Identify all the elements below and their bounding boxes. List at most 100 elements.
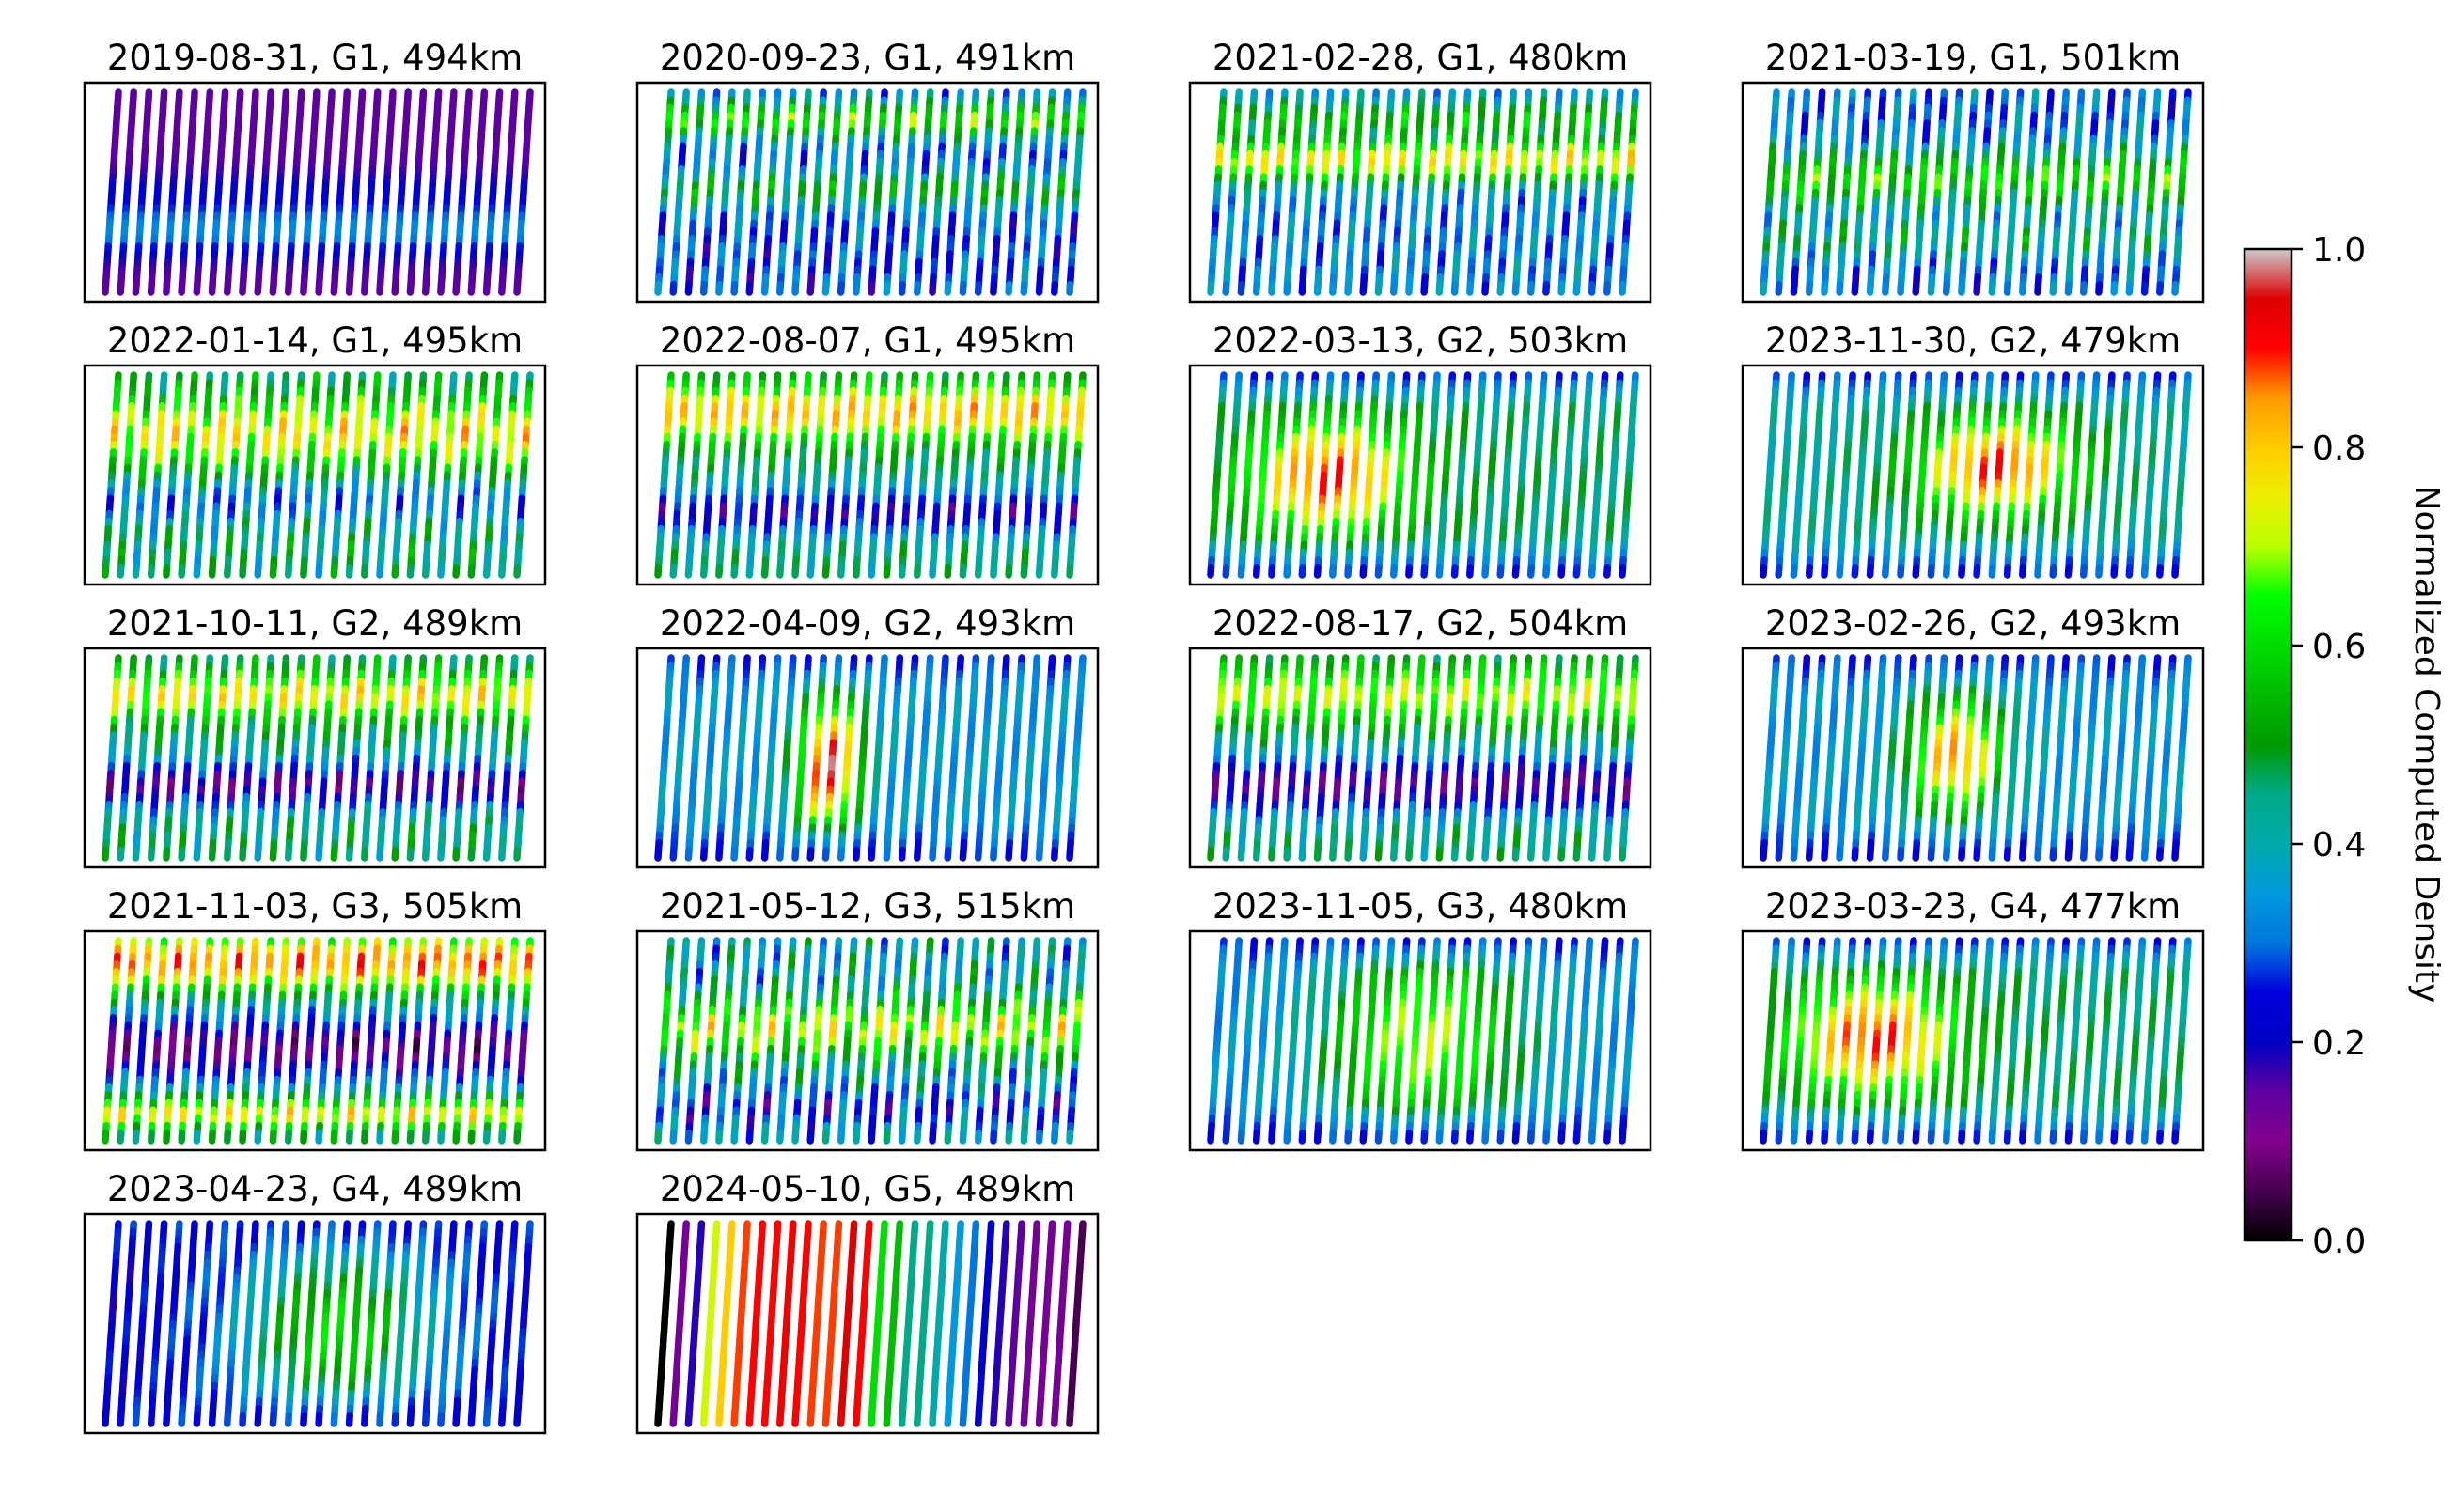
track-segment [929, 281, 937, 296]
track-segment [239, 281, 247, 296]
track-segment [1329, 564, 1338, 579]
track-segment [345, 281, 353, 296]
track-segment [1851, 281, 1859, 296]
track-segment [2140, 281, 2149, 296]
track-segment [745, 281, 754, 296]
track-segment [1821, 281, 1829, 296]
track-segment [132, 281, 140, 296]
track-segment [269, 564, 277, 579]
track-segment [776, 281, 785, 296]
track-segment [1988, 281, 1996, 296]
track-segment [1207, 281, 1215, 296]
track-segment [1973, 281, 1981, 296]
panel-title: 2019-08-31, G1, 494km [107, 38, 523, 78]
track-segment [837, 281, 845, 296]
track-segment [730, 281, 739, 296]
track-segment [1450, 564, 1459, 579]
track-segment [513, 281, 522, 296]
track-segment [1526, 281, 1535, 296]
track-segment [224, 281, 232, 296]
track-segment [315, 281, 323, 296]
panel-title: 2022-03-13, G2, 503km [1212, 320, 1628, 361]
track-segment [898, 564, 906, 579]
track-segment [1496, 281, 1505, 296]
track-segment [883, 564, 891, 579]
track-segment [376, 281, 384, 296]
track-segment [193, 564, 201, 579]
track-segment [376, 564, 384, 579]
track-segment [391, 281, 399, 296]
track-segment [1298, 564, 1306, 579]
track-segment [1237, 281, 1245, 296]
track-segment [1359, 281, 1368, 296]
track-segment [1435, 564, 1444, 579]
track-segment [452, 564, 461, 579]
track-segment [330, 564, 338, 579]
track-segment [1588, 281, 1596, 296]
track-segment [1775, 281, 1783, 296]
track-segment [1222, 564, 1230, 579]
track-segment [745, 564, 754, 579]
track-segment [806, 564, 815, 579]
track-segment [178, 564, 186, 579]
track-segment [1866, 281, 1874, 296]
track-segment [1374, 281, 1383, 296]
track-segment [959, 281, 967, 296]
track-segment [2125, 281, 2134, 296]
track-segment [1882, 281, 1890, 296]
track-segment [330, 281, 338, 296]
track-segment [684, 564, 693, 579]
panel: 2020-09-23, G1, 491km [635, 38, 1100, 304]
track-segment [853, 564, 861, 579]
track-segment [853, 281, 861, 296]
track-segment [1283, 281, 1291, 296]
track-segment [2171, 281, 2180, 296]
track-segment [498, 281, 507, 296]
track-segment [482, 281, 491, 296]
track-segment [1542, 564, 1551, 579]
track-segment [699, 564, 708, 579]
track-segment [1066, 281, 1074, 296]
track-segment [715, 564, 724, 579]
track-segment [2019, 281, 2027, 296]
track-segment [1958, 281, 1966, 296]
track-segment [1237, 564, 1245, 579]
track-segment [837, 564, 845, 579]
track-segment [467, 281, 476, 296]
track-segment [1283, 564, 1291, 579]
track-segment [513, 564, 522, 579]
track-segment [1760, 281, 1768, 296]
track-segment [208, 564, 216, 579]
track-segment [990, 281, 998, 296]
track-segment [117, 281, 125, 296]
track-segment [1836, 281, 1844, 296]
track-segment [1268, 281, 1276, 296]
track-segment [929, 564, 937, 579]
track-segment [193, 281, 201, 296]
track-segment [883, 281, 891, 296]
track-segment [467, 564, 476, 579]
track-segment [2156, 281, 2165, 296]
track-segment [421, 281, 430, 296]
track-segment [1344, 281, 1353, 296]
track-segment [1466, 281, 1475, 296]
panel: 2022-03-13, G2, 503km [1188, 320, 1652, 586]
track-segment [760, 281, 769, 296]
track-segment [1344, 564, 1353, 579]
track-segment [452, 281, 461, 296]
track-segment [990, 564, 998, 579]
track-segment [1405, 564, 1414, 579]
track-segment [2003, 281, 2011, 296]
track-segment [1557, 281, 1566, 296]
track-segment [498, 564, 507, 579]
track-segment [944, 564, 952, 579]
track-segment [147, 281, 155, 296]
track-segment [821, 564, 830, 579]
track-segment [1481, 281, 1490, 296]
track-segment [1313, 281, 1322, 296]
track-segment [1222, 281, 1230, 296]
track-segment [791, 564, 800, 579]
track-segment [1542, 281, 1551, 296]
track-segment [944, 281, 952, 296]
